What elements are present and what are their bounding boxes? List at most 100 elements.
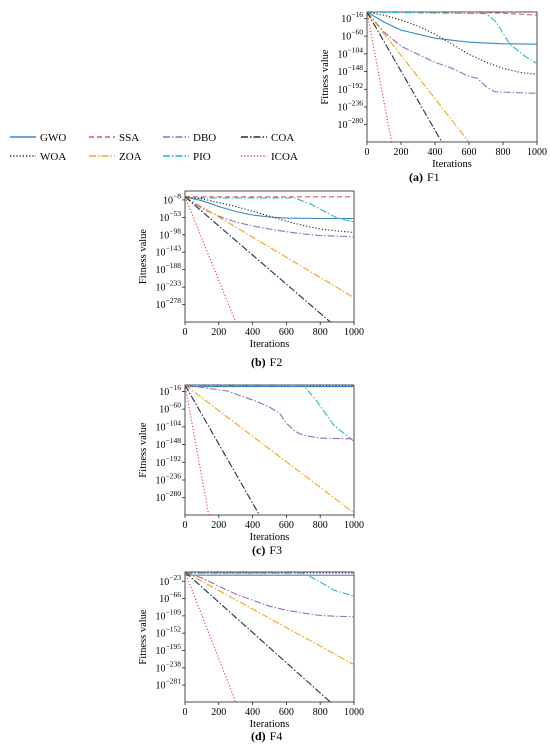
- y-tick-label: 10−238: [156, 659, 182, 674]
- y-tick-base: 10: [156, 493, 166, 504]
- series-group: [367, 12, 537, 142]
- y-tick-base: 10: [159, 594, 169, 605]
- legend-item-pio: PIO: [163, 151, 211, 163]
- y-tick-exponent: −278: [166, 296, 182, 305]
- y-axis-label: Fitness value: [138, 609, 149, 664]
- y-tick-base: 10: [163, 195, 173, 206]
- x-tick-label: 0: [183, 520, 188, 531]
- series-line-gwo: [185, 196, 354, 220]
- chart-panel-f1: 0 200 400 600 800 100010−1610−6010−10410−1481…: [320, 10, 547, 184]
- y-tick-label: 10−60: [341, 28, 363, 43]
- x-tick-label: 200: [394, 147, 409, 158]
- legend-label: WOA: [40, 151, 66, 163]
- y-tick-base: 10: [159, 230, 169, 241]
- x-tick-label: 200: [211, 520, 226, 531]
- legend-item-zoa: ZOA: [89, 151, 142, 163]
- y-tick-label: 10−104: [338, 45, 364, 60]
- y-tick-base: 10: [156, 265, 166, 276]
- y-tick-base: 10: [156, 300, 166, 311]
- plot-frame: [184, 571, 355, 703]
- y-tick-exponent: −60: [351, 28, 363, 37]
- y-tick-base: 10: [156, 283, 166, 294]
- legend-label: ZOA: [119, 151, 142, 163]
- x-tick-label: 800: [496, 147, 511, 158]
- x-tick-label: 600: [279, 520, 294, 531]
- y-tick-base: 10: [341, 32, 351, 43]
- y-tick-exponent: −143: [166, 244, 182, 253]
- panel-caption-function: F3: [269, 543, 282, 557]
- x-tick-label: 400: [245, 707, 260, 718]
- x-tick-label: 600: [279, 327, 294, 338]
- y-tick-label: 10−109: [156, 607, 182, 622]
- legend-item-ssa: SSA: [89, 132, 139, 144]
- series-group: [185, 385, 354, 515]
- legend-item-woa: WOA: [10, 151, 66, 163]
- y-tick-exponent: −236: [166, 471, 182, 480]
- x-tick-label: 400: [245, 327, 260, 338]
- panel-caption: (a) F1: [409, 170, 440, 184]
- legend-label: DBO: [193, 132, 216, 144]
- y-tick-exponent: −8: [173, 191, 181, 200]
- y-tick-exponent: −148: [166, 436, 182, 445]
- series-line-woa: [185, 196, 354, 234]
- x-tick-label: 1000: [527, 147, 547, 158]
- plot-frame: [366, 11, 538, 143]
- y-tick-base: 10: [338, 102, 348, 113]
- y-tick-label: 10−143: [156, 244, 182, 259]
- y-tick-exponent: −53: [169, 209, 181, 218]
- y-tick-exponent: −188: [166, 261, 182, 270]
- panel-caption-letter: (d): [251, 729, 266, 743]
- series-line-woa: [367, 12, 537, 75]
- y-tick-exponent: −16: [169, 383, 181, 392]
- y-tick-exponent: −280: [166, 489, 182, 498]
- x-tick-label: 0: [365, 147, 370, 158]
- legend-label: PIO: [193, 151, 211, 163]
- y-tick-base: 10: [156, 646, 166, 657]
- y-tick-exponent: −238: [166, 659, 182, 668]
- legend-label: COA: [271, 132, 294, 144]
- series-line-coa: [185, 196, 331, 322]
- x-tick-label: 1000: [344, 327, 364, 338]
- y-tick-exponent: −148: [348, 63, 364, 72]
- series-line-zoa: [185, 196, 354, 299]
- y-tick-exponent: −152: [166, 625, 182, 634]
- y-tick-base: 10: [159, 387, 169, 398]
- chart-panel-f2: 0 200 400 600 800 100010−810−5310−9810−14310−…: [138, 190, 364, 369]
- y-tick-label: 10−280: [156, 489, 182, 504]
- y-tick-label: 10−192: [338, 81, 364, 96]
- y-tick-base: 10: [156, 475, 166, 486]
- legend-label: GWO: [40, 132, 66, 144]
- chart-panel-f3: 0 200 400 600 800 100010−1610−6010−10410−1481…: [138, 383, 364, 557]
- y-tick-label: 10−278: [156, 296, 182, 311]
- plot-frame: [184, 190, 355, 323]
- y-tick-label: 10−23: [159, 573, 181, 588]
- y-tick-label: 10−98: [159, 226, 181, 241]
- y-tick-label: 10−195: [156, 642, 182, 657]
- panel-caption-function: F2: [270, 355, 283, 369]
- x-tick-label: 800: [313, 520, 328, 531]
- y-tick-label: 10−60: [159, 401, 181, 416]
- series-line-coa: [185, 572, 331, 702]
- x-tick-label: 800: [313, 327, 328, 338]
- y-tick-label: 10−148: [338, 63, 364, 78]
- y-tick-base: 10: [159, 213, 169, 224]
- y-tick-base: 10: [156, 629, 166, 640]
- legend-label: SSA: [119, 132, 139, 144]
- y-tick-base: 10: [159, 405, 169, 416]
- y-tick-label: 10−148: [156, 436, 182, 451]
- y-axis-label: Fitness value: [138, 229, 149, 284]
- series-line-zoa: [367, 12, 470, 142]
- x-tick-label: 200: [211, 707, 226, 718]
- y-tick-label: 10−192: [156, 454, 182, 469]
- y-tick-label: 10−281: [156, 677, 182, 692]
- y-tick-base: 10: [341, 14, 351, 25]
- y-tick-label: 10−280: [338, 116, 364, 131]
- y-tick-label: 10−236: [338, 98, 364, 113]
- panel-caption-function: F4: [270, 729, 283, 743]
- x-axis-label: Iterations: [250, 719, 290, 730]
- y-tick-exponent: −192: [348, 81, 364, 90]
- legend: GWO SSA DBO COA WOA ZOA PIO ICOA: [10, 132, 298, 163]
- x-tick-label: 600: [279, 707, 294, 718]
- y-tick-label: 10−8: [163, 191, 181, 206]
- y-tick-base: 10: [156, 611, 166, 622]
